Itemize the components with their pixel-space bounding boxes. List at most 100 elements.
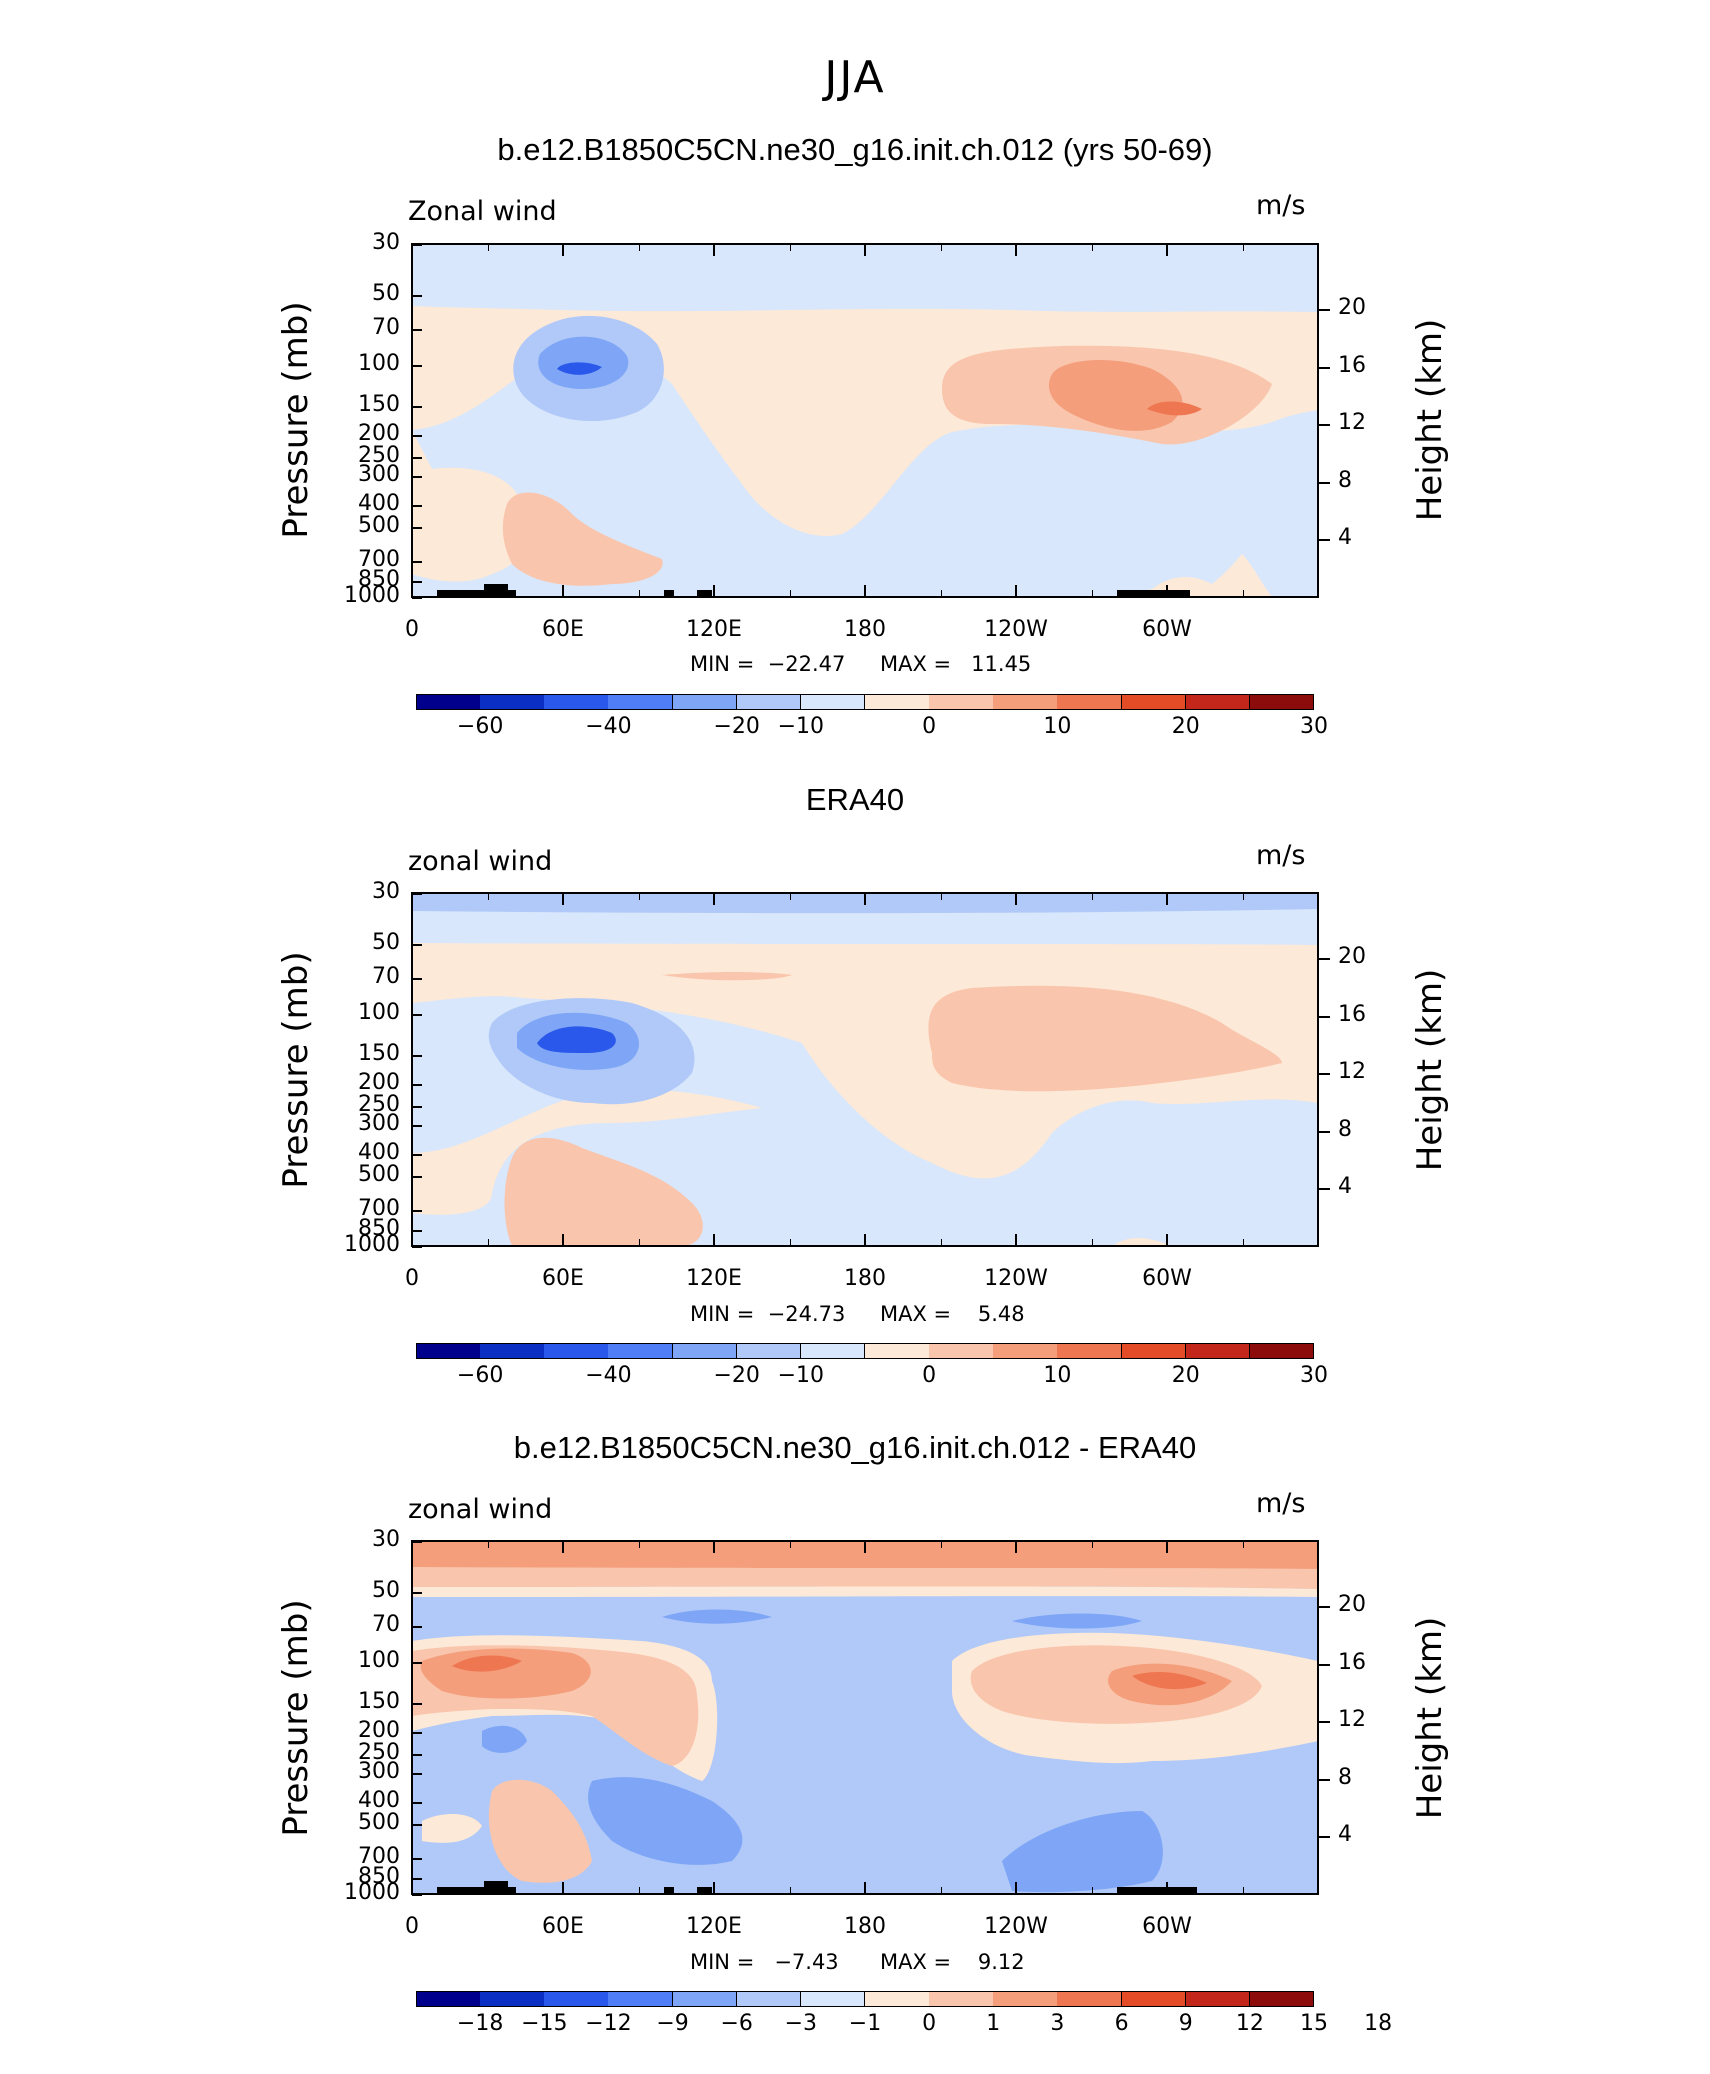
panel2-y-tick-mark: [412, 1083, 422, 1086]
panel2-x-tick-mark: [1166, 1234, 1168, 1246]
panel1-y-tick-label: 30: [372, 230, 400, 255]
panel3-y-tick-mark: [412, 1877, 422, 1880]
panel3-colorbar-frame: [416, 1991, 1314, 2007]
panel2-y2-axis-label: Height (km): [1410, 968, 1450, 1172]
panel3-x-tick-label: 180: [844, 1914, 886, 1939]
panel3-colorbar-swatch: [800, 1991, 866, 2007]
panel1-y2-tick-label: 16: [1338, 352, 1366, 378]
panel2-y-tick-label: 1000: [344, 1232, 400, 1257]
panel1-easterly-jet-core: [557, 362, 602, 375]
panel1-x-tick-label: 0: [405, 617, 419, 642]
panel2-x-minor-tick: [1091, 1239, 1093, 1246]
panel2-y-tick-label: 700: [358, 1196, 400, 1222]
panel1-x-minor-tick: [1242, 590, 1244, 597]
panel3-y-tick-label: 400: [358, 1787, 400, 1813]
panel3-y2-tick-mark: [1318, 1836, 1330, 1839]
panel2-x-minor-tick: [1242, 1239, 1244, 1246]
panel3-y-tick-mark: [412, 1824, 422, 1827]
panel1-y2-tick-mark: [1318, 481, 1330, 484]
panel2-x-minor-tick: [487, 1239, 489, 1246]
panel2-x-minor-tick: [638, 1239, 640, 1246]
panel2-colorbar-label: −20: [713, 1363, 760, 1388]
panel2-field-label: zonal wind: [408, 846, 553, 877]
panel2-x-tick-label: 60E: [542, 1266, 584, 1291]
panel1-y-tick-label: 700: [358, 547, 400, 573]
panel2-x-tick-mark-top: [1166, 893, 1168, 905]
panel3-colorbar-label: 0: [922, 2011, 937, 2036]
panel1-colorbar-label: 10: [1043, 714, 1072, 739]
panel2-y2-tick-label: 20: [1338, 944, 1366, 970]
panel2-y2-tick-mark: [1318, 1073, 1330, 1076]
panel2-y-tick-label: 400: [358, 1139, 400, 1165]
panel3-x-minor-tick: [789, 1887, 791, 1894]
panel2-y-tick-mark: [412, 1210, 422, 1213]
panel2-y-axis-label: Pressure (mb): [276, 951, 316, 1189]
panel3-positive-peak-west: [452, 1655, 522, 1672]
panel1-colorbar-frame: [416, 694, 1314, 710]
panel1-x-tick-label: 120W: [984, 617, 1048, 642]
panel1-y2-tick-label: 20: [1338, 295, 1366, 321]
panel3-lower-positive: [488, 1779, 592, 1883]
panel1-y-tick-label: 150: [358, 392, 400, 418]
panel3-colorbar-label: 18: [1364, 2011, 1393, 2036]
panel3-x-minor-tick: [1091, 1887, 1093, 1894]
panel3-colorbar-label: −12: [585, 2011, 632, 2036]
panel3-y-tick-mark: [412, 1801, 422, 1804]
panel3-x-tick-mark-top: [713, 1541, 715, 1553]
panel2-colorbar-label: 20: [1171, 1363, 1200, 1388]
panel3-x-tick-label: 60E: [542, 1914, 584, 1939]
panel3-x-minor-tick: [487, 1887, 489, 1894]
panel1-y2-tick-mark: [1318, 424, 1330, 427]
panel3-x-minor-tick: [940, 1887, 942, 1894]
panel1-colorbar-label: −20: [713, 714, 760, 739]
panel2-colorbar-label: −60: [456, 1363, 504, 1388]
panel2-easterly-jet-core: [537, 1026, 616, 1053]
panel3-x-minor-tick-top: [1242, 1541, 1244, 1548]
panel3-y2-tick-label: 4: [1338, 1822, 1352, 1848]
panel1-colorbar-label: −10: [777, 714, 825, 739]
panel2-y-tick-mark: [412, 944, 422, 947]
panel1-y-tick-mark: [412, 244, 422, 246]
panel1-y-tick-mark: [412, 580, 422, 583]
panel2-y2-tick-label: 4: [1338, 1174, 1352, 1200]
panel3-y-tick-label: 100: [358, 1648, 400, 1674]
panel2-units: m/s: [1256, 840, 1306, 871]
panel1-y2-tick-mark: [1318, 309, 1330, 312]
panel1-colorbar-label: −60: [456, 714, 504, 739]
panel3-x-tick-mark-top: [1015, 1541, 1017, 1553]
panel1-x-tick-label: 60W: [1142, 617, 1192, 642]
panel3-colorbar-label: −6: [720, 2011, 753, 2036]
panel2-colorbar-label: −40: [585, 1363, 632, 1388]
panel3-colorbar-label: −1: [848, 2011, 882, 2036]
panel3-y-tick-label: 150: [358, 1689, 400, 1715]
panel1-x-tick-label: 120E: [686, 617, 742, 642]
figure-title: JJA: [824, 52, 886, 103]
panel3-y-tick-mark: [412, 1858, 422, 1861]
panel3-min-label: MIN = −7.43: [690, 1950, 839, 1974]
panel3-y2-tick-mark: [1318, 1778, 1330, 1781]
panel3-y-tick-label: 700: [358, 1844, 400, 1870]
panel1-colorbar-label: 30: [1300, 714, 1328, 739]
panel1-y-tick-label: 400: [358, 490, 400, 516]
panel1-x-minor-tick-top: [940, 244, 942, 251]
panel1-y-axis-label: Pressure (mb): [276, 301, 316, 539]
panel2-title: ERA40: [805, 782, 905, 817]
panel1-x-tick-label: 180: [844, 617, 886, 642]
panel2-x-tick-mark-top: [411, 893, 413, 905]
panel2-midlevel-westerly-streak: [662, 972, 792, 981]
panel2-y-tick-label: 250: [358, 1092, 400, 1118]
panel1-min-label: MIN = −22.47: [690, 652, 846, 676]
panel1-colorbar-swatch: [800, 694, 866, 710]
panel1-x-tick-mark-top: [411, 244, 413, 256]
panel1-weak-easterly-region: [412, 353, 1318, 597]
panel1-max-label: MAX = 11.45: [880, 652, 1032, 676]
panel3-x-minor-tick-top: [940, 1541, 942, 1548]
panel1-y-tick-mark: [412, 406, 422, 409]
panel1-x-tick-mark-top: [1015, 244, 1017, 256]
panel1-y-tick-label: 250: [358, 443, 400, 469]
panel1-topography: [437, 584, 1190, 597]
panel3-colorbar-label: −18: [456, 2011, 504, 2036]
panel3-negative-core-west: [482, 1725, 527, 1753]
panel3-x-tick-mark: [713, 1882, 715, 1894]
panel2-y-tick-mark: [412, 1176, 422, 1179]
